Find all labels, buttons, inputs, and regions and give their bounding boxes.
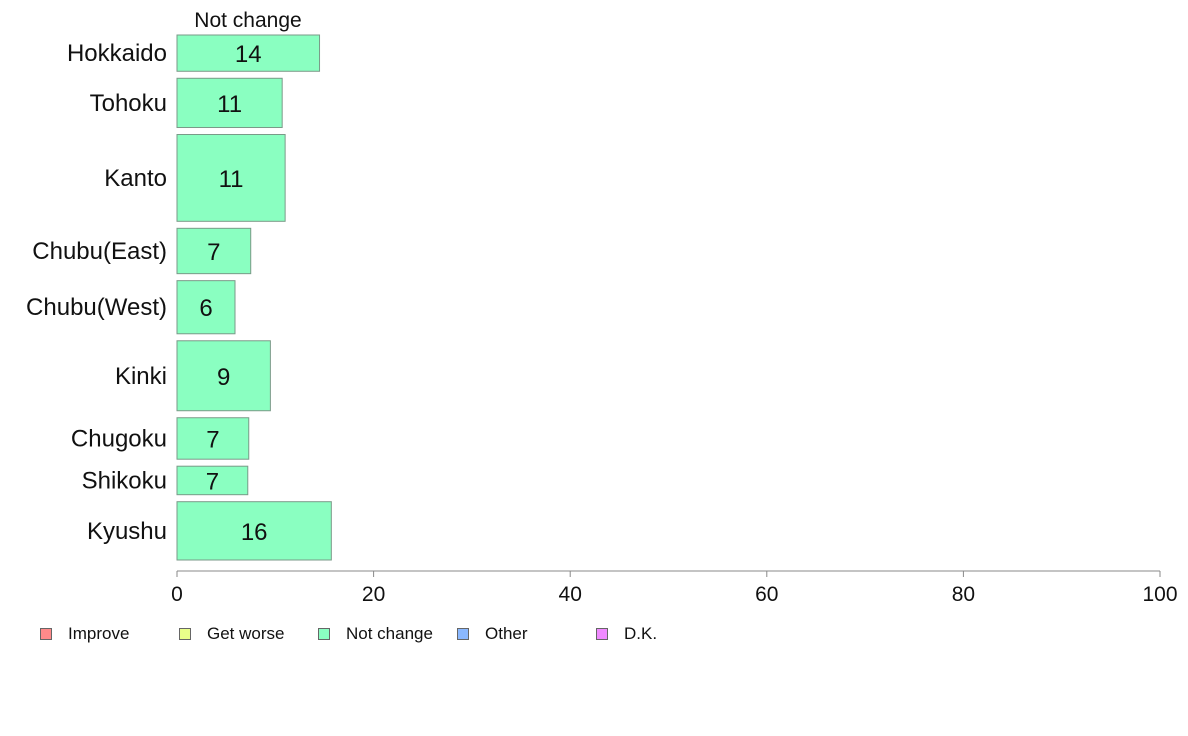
category-label: Kanto bbox=[104, 165, 167, 192]
legend-swatch bbox=[179, 628, 191, 640]
legend-item-get-worse: Get worse bbox=[179, 624, 318, 644]
bar-not-change bbox=[176, 465, 249, 496]
x-axis: 0 20 40 60 80 100 bbox=[171, 570, 1178, 606]
category-label: Kinki bbox=[115, 363, 167, 390]
chart-title: Not change bbox=[194, 9, 301, 32]
data-label: 11 bbox=[217, 91, 242, 118]
x-tick-label: 100 bbox=[1142, 583, 1177, 606]
bar-not-change bbox=[176, 134, 286, 222]
bars-group bbox=[176, 34, 332, 561]
data-label: 14 bbox=[235, 41, 262, 68]
legend-label: Not change bbox=[346, 624, 433, 643]
legend-swatch bbox=[318, 628, 330, 640]
category-labels: Hokkaido Tohoku Kanto Chubu(East) Chubu(West… bbox=[26, 40, 167, 545]
bar-not-change bbox=[176, 77, 283, 129]
x-tick-label: 60 bbox=[755, 583, 778, 606]
data-label: 7 bbox=[206, 426, 219, 453]
data-label: 9 bbox=[217, 364, 230, 391]
bar-not-change bbox=[176, 280, 236, 335]
legend-label: Other bbox=[485, 624, 528, 643]
legend-item-not-change: Not change bbox=[318, 624, 457, 644]
legend-label: Get worse bbox=[207, 624, 285, 643]
x-tick-label: 40 bbox=[559, 583, 582, 606]
data-label: 11 bbox=[219, 166, 244, 193]
legend-label: Improve bbox=[68, 624, 130, 643]
category-label: Shikoku bbox=[82, 467, 167, 494]
chart: Hokkaido Tohoku Kanto Chubu(East) Chubu(West… bbox=[26, 9, 1178, 606]
category-label: Chubu(West) bbox=[26, 294, 167, 321]
category-label: Hokkaido bbox=[67, 40, 167, 67]
x-tick-label: 0 bbox=[171, 583, 183, 606]
bar-not-change bbox=[176, 34, 321, 72]
bar-not-change bbox=[176, 501, 332, 561]
legend-swatch bbox=[457, 628, 469, 640]
category-label: Kyushu bbox=[87, 518, 167, 545]
legend-label: D.K. bbox=[624, 624, 658, 643]
bar-not-change bbox=[176, 340, 271, 412]
x-tick-label: 20 bbox=[362, 583, 385, 606]
category-label: Chubu(East) bbox=[32, 238, 167, 265]
bar-not-change bbox=[176, 227, 252, 275]
category-label: Tohoku bbox=[90, 90, 167, 117]
legend: Improve Get worse Not change Other D.K. bbox=[40, 624, 735, 644]
data-label: 6 bbox=[199, 295, 212, 322]
legend-item-improve: Improve bbox=[40, 624, 179, 644]
category-label: Chugoku bbox=[71, 425, 167, 452]
legend-item-other: Other bbox=[457, 624, 596, 644]
data-label: 7 bbox=[207, 239, 220, 266]
bar-not-change bbox=[176, 417, 250, 460]
legend-swatch bbox=[596, 628, 608, 640]
data-label: 16 bbox=[241, 519, 268, 546]
data-labels: 14 11 11 7 6 9 7 7 16 bbox=[199, 41, 267, 546]
legend-swatch bbox=[40, 628, 52, 640]
data-label: 7 bbox=[206, 468, 219, 495]
legend-item-d-k-: D.K. bbox=[596, 624, 735, 644]
x-tick-label: 80 bbox=[952, 583, 975, 606]
